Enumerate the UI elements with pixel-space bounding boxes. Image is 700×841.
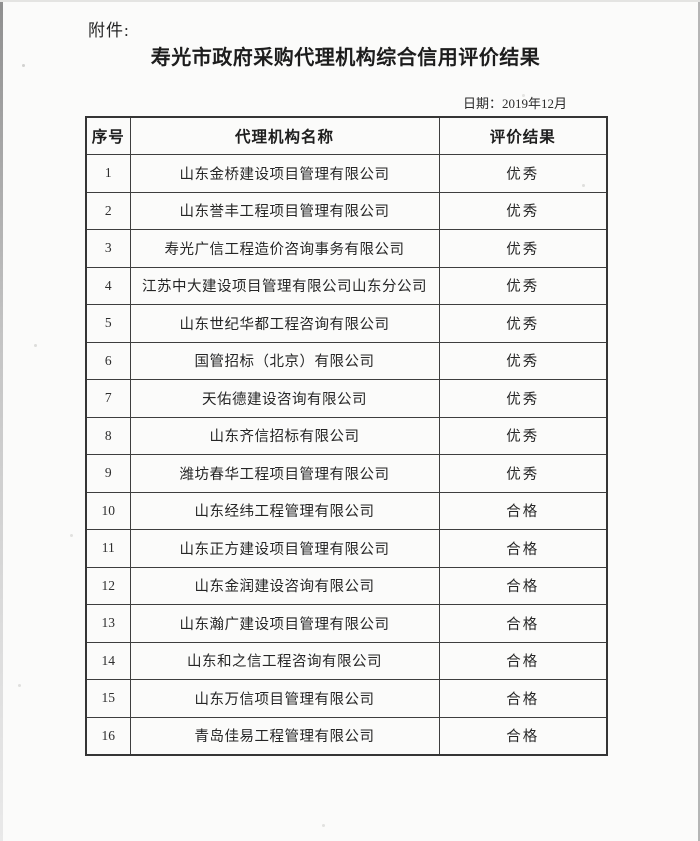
- row-index-cell: 9: [85, 454, 131, 493]
- row-index-cell: 15: [85, 679, 131, 718]
- table-row: 14 山东和之信工程咨询有限公司 合格: [85, 641, 608, 680]
- evaluation-result-cell: 合格: [438, 566, 608, 605]
- evaluation-result-cell: 优秀: [438, 191, 608, 230]
- evaluation-result-cell: 优秀: [438, 229, 608, 268]
- agency-name-cell: 山东金润建设咨询有限公司: [129, 566, 440, 605]
- scan-noise-specks: [22, 64, 25, 67]
- agency-name-cell: 寿光广信工程造价咨询事务有限公司: [129, 229, 440, 268]
- agency-name-cell: 山东金桥建设项目管理有限公司: [129, 154, 440, 193]
- agency-name-cell: 国管招标（北京）有限公司: [129, 341, 440, 380]
- agency-name-cell: 山东世纪华都工程咨询有限公司: [129, 304, 440, 343]
- row-index-cell: 5: [85, 304, 131, 343]
- table-row: 10 山东经纬工程管理有限公司 合格: [85, 491, 608, 530]
- scan-edge-right: [698, 0, 700, 841]
- table-row: 13 山东瀚广建设项目管理有限公司 合格: [85, 604, 608, 643]
- row-index-cell: 8: [85, 416, 131, 455]
- evaluation-result-cell: 优秀: [438, 341, 608, 380]
- table-row: 8 山东齐信招标有限公司 优秀: [85, 416, 608, 455]
- column-header-agency-name: 代理机构名称: [129, 116, 440, 155]
- evaluation-result-cell: 合格: [438, 604, 608, 643]
- evaluation-result-cell: 合格: [438, 529, 608, 568]
- evaluation-result-cell: 合格: [438, 679, 608, 718]
- table-row: 12 山东金润建设咨询有限公司 合格: [85, 566, 608, 605]
- table-row: 15 山东万信项目管理有限公司 合格: [85, 679, 608, 718]
- agency-name-cell: 青岛佳易工程管理有限公司: [129, 716, 440, 756]
- agency-name-cell: 山东经纬工程管理有限公司: [129, 491, 440, 530]
- row-index-cell: 7: [85, 379, 131, 418]
- row-index-cell: 13: [85, 604, 131, 643]
- agency-name-cell: 山东和之信工程咨询有限公司: [129, 641, 440, 680]
- evaluation-result-cell: 优秀: [438, 416, 608, 455]
- agency-name-cell: 江苏中大建设项目管理有限公司山东分公司: [129, 266, 440, 305]
- row-index-cell: 11: [85, 529, 131, 568]
- row-index-cell: 12: [85, 566, 131, 605]
- table-row: 16 青岛佳易工程管理有限公司 合格: [85, 716, 608, 756]
- table-header-row: 序号 代理机构名称 评价结果: [85, 116, 608, 155]
- agency-name-cell: 山东正方建设项目管理有限公司: [129, 529, 440, 568]
- evaluation-result-cell: 优秀: [438, 266, 608, 305]
- evaluation-table: 序号 代理机构名称 评价结果 1 山东金桥建设项目管理有限公司 优秀 2 山东誉…: [85, 116, 608, 756]
- row-index-cell: 2: [85, 191, 131, 230]
- row-index-cell: 16: [85, 716, 131, 756]
- agency-name-cell: 山东齐信招标有限公司: [129, 416, 440, 455]
- evaluation-result-cell: 合格: [438, 716, 608, 756]
- evaluation-result-cell: 优秀: [438, 154, 608, 193]
- row-index-cell: 10: [85, 491, 131, 530]
- table-row: 11 山东正方建设项目管理有限公司 合格: [85, 529, 608, 568]
- page-title: 寿光市政府采购代理机构综合信用评价结果: [150, 47, 541, 69]
- table-row: 3 寿光广信工程造价咨询事务有限公司 优秀: [85, 229, 608, 268]
- scan-edge-left: [0, 0, 3, 841]
- evaluation-result-cell: 合格: [438, 641, 608, 680]
- row-index-cell: 3: [85, 229, 131, 268]
- agency-name-cell: 潍坊春华工程项目管理有限公司: [129, 454, 440, 493]
- table-row: 7 天佑德建设咨询有限公司 优秀: [85, 379, 608, 418]
- agency-name-cell: 山东万信项目管理有限公司: [129, 679, 440, 718]
- evaluation-result-cell: 合格: [438, 491, 608, 530]
- table-row: 1 山东金桥建设项目管理有限公司 优秀: [85, 154, 608, 193]
- table-row: 6 国管招标（北京）有限公司 优秀: [85, 341, 608, 380]
- table-row: 2 山东誉丰工程项目管理有限公司 优秀: [85, 191, 608, 230]
- table-row: 9 潍坊春华工程项目管理有限公司 优秀: [85, 454, 608, 493]
- column-header-index: 序号: [85, 116, 131, 155]
- agency-name-cell: 山东瀚广建设项目管理有限公司: [129, 604, 440, 643]
- row-index-cell: 1: [85, 154, 131, 193]
- agency-name-cell: 山东誉丰工程项目管理有限公司: [129, 191, 440, 230]
- scan-edge-top: [0, 0, 700, 2]
- table-row: 4 江苏中大建设项目管理有限公司山东分公司 优秀: [85, 266, 608, 305]
- row-index-cell: 6: [85, 341, 131, 380]
- table-row: 5 山东世纪华都工程咨询有限公司 优秀: [85, 304, 608, 343]
- evaluation-result-cell: 优秀: [438, 379, 608, 418]
- evaluation-result-cell: 优秀: [438, 454, 608, 493]
- column-header-evaluation-result: 评价结果: [438, 116, 608, 155]
- date-label: 日期：2019年12月: [462, 96, 567, 111]
- evaluation-result-cell: 优秀: [438, 304, 608, 343]
- row-index-cell: 4: [85, 266, 131, 305]
- row-index-cell: 14: [85, 641, 131, 680]
- attachment-label: 附件:: [88, 21, 130, 40]
- agency-name-cell: 天佑德建设咨询有限公司: [129, 379, 440, 418]
